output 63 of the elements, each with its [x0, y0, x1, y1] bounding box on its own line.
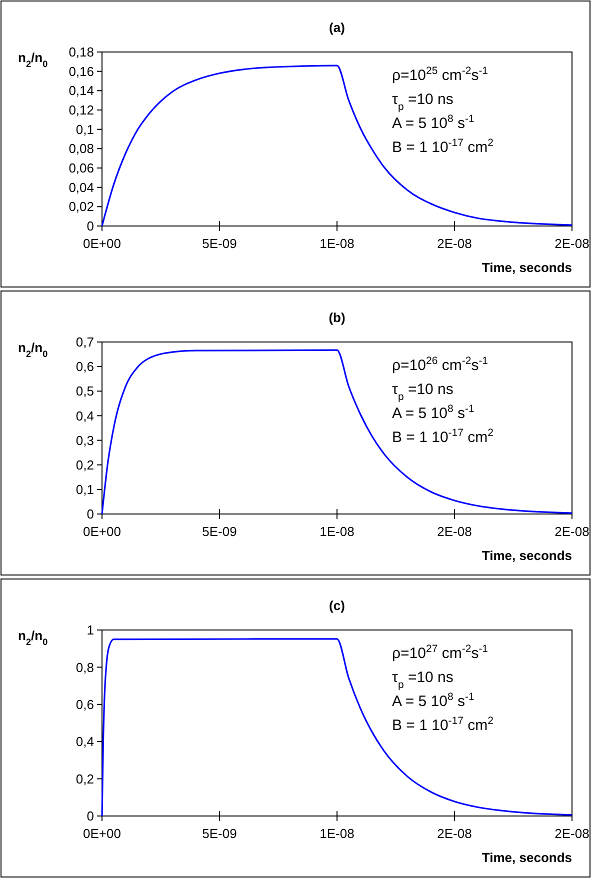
- annotation: A = 5 10$^{8}$ s$^{-1}$: [392, 403, 474, 422]
- annotation: τ$_{p}$ =10 ns: [392, 669, 454, 691]
- x-tick-label: 2E-08: [554, 524, 590, 539]
- y-tick-label: 0,1: [76, 122, 94, 137]
- x-tick-label: 0E+00: [83, 826, 121, 841]
- y-tick-label: 0,6: [76, 359, 94, 374]
- y-tick-label: 0,4: [76, 734, 94, 750]
- y-tick-label: 0,16: [68, 64, 94, 79]
- x-tick-label: 0E+00: [83, 236, 121, 251]
- x-tick-label: 2E-08: [437, 236, 472, 251]
- x-tick-label: 5E-09: [202, 236, 237, 251]
- annotation: ρ=10$^{25}$ cm$^{-2}$s$^{-1}$: [392, 65, 488, 84]
- x-tick-label: 1E-08: [320, 524, 354, 539]
- y-axis-title: n$_{2}$/n$_{0}$: [18, 628, 48, 647]
- y-tick-label: 0,4: [76, 408, 94, 424]
- annotation: B = 1 10$^{-17}$ cm$^{2}$: [392, 427, 494, 446]
- y-tick-label: 0,14: [68, 83, 94, 98]
- line-series: [101, 638, 573, 817]
- y-tick-label: 0,04: [68, 180, 94, 195]
- line-series: [101, 349, 573, 515]
- annotation: B = 1 10$^{-17}$ cm$^{2}$: [392, 715, 494, 734]
- x-tick-label: 1E-08: [320, 236, 354, 251]
- line-series: [101, 64, 573, 227]
- y-tick-label: 0,2: [76, 771, 94, 786]
- x-tick-label: 5E-09: [202, 826, 237, 841]
- annotation: A = 5 10$^{8}$ s$^{-1}$: [392, 113, 474, 132]
- x-tick-label: 2E-08: [437, 524, 472, 539]
- x-tick-label: 5E-09: [202, 524, 237, 539]
- y-tick-label: 0: [86, 218, 94, 234]
- annotation: τ$_{p}$ =10 ns: [392, 381, 454, 403]
- x-axis-title: Time, seconds: [482, 548, 572, 563]
- annotation: B = 1 10$^{-17}$ cm$^{2}$: [392, 137, 494, 156]
- x-tick-label: 2E-08: [554, 236, 590, 251]
- x-axis-title: Time, seconds: [482, 850, 572, 865]
- y-tick-label: 0,8: [76, 660, 94, 675]
- y-tick-label: 0: [86, 506, 94, 522]
- chart-title: (a): [329, 20, 345, 35]
- x-tick-label: 2E-08: [437, 826, 472, 841]
- annotation: ρ=10$^{26}$ cm$^{-2}$s$^{-1}$: [392, 355, 488, 374]
- y-tick-label: 0: [86, 808, 94, 824]
- y-axis-title: n$_{2}$/n$_{0}$: [18, 340, 48, 359]
- y-tick-label: 0,5: [76, 384, 94, 399]
- y-axis-title: n$_{2}$/n$_{0}$: [18, 50, 48, 69]
- x-tick-label: 1E-08: [320, 826, 354, 841]
- x-axis-title: Time, seconds: [482, 260, 572, 275]
- y-tick-label: 0,1: [76, 482, 94, 497]
- y-tick-label: 0,02: [68, 199, 94, 214]
- y-tick-label: 0,2: [76, 457, 94, 472]
- y-tick-label: 0,18: [68, 44, 94, 60]
- y-tick-label: 0,12: [68, 102, 94, 118]
- y-tick-label: 1: [86, 622, 94, 638]
- y-tick-label: 0,6: [76, 696, 94, 712]
- annotation: A = 5 10$^{8}$ s$^{-1}$: [392, 691, 474, 710]
- x-tick-label: 2E-08: [554, 826, 590, 841]
- y-tick-label: 0,7: [76, 334, 94, 350]
- chart-title: (b): [328, 310, 346, 325]
- y-tick-label: 0,06: [68, 160, 94, 176]
- y-tick-label: 0,08: [68, 141, 94, 156]
- annotation: τ$_{p}$ =10 ns: [392, 91, 454, 113]
- x-tick-label: 0E+00: [83, 524, 121, 539]
- y-tick-label: 0,3: [76, 432, 94, 448]
- chart-title: (c): [329, 598, 345, 613]
- annotation: ρ=10$^{27}$ cm$^{-2}$s$^{-1}$: [392, 643, 488, 662]
